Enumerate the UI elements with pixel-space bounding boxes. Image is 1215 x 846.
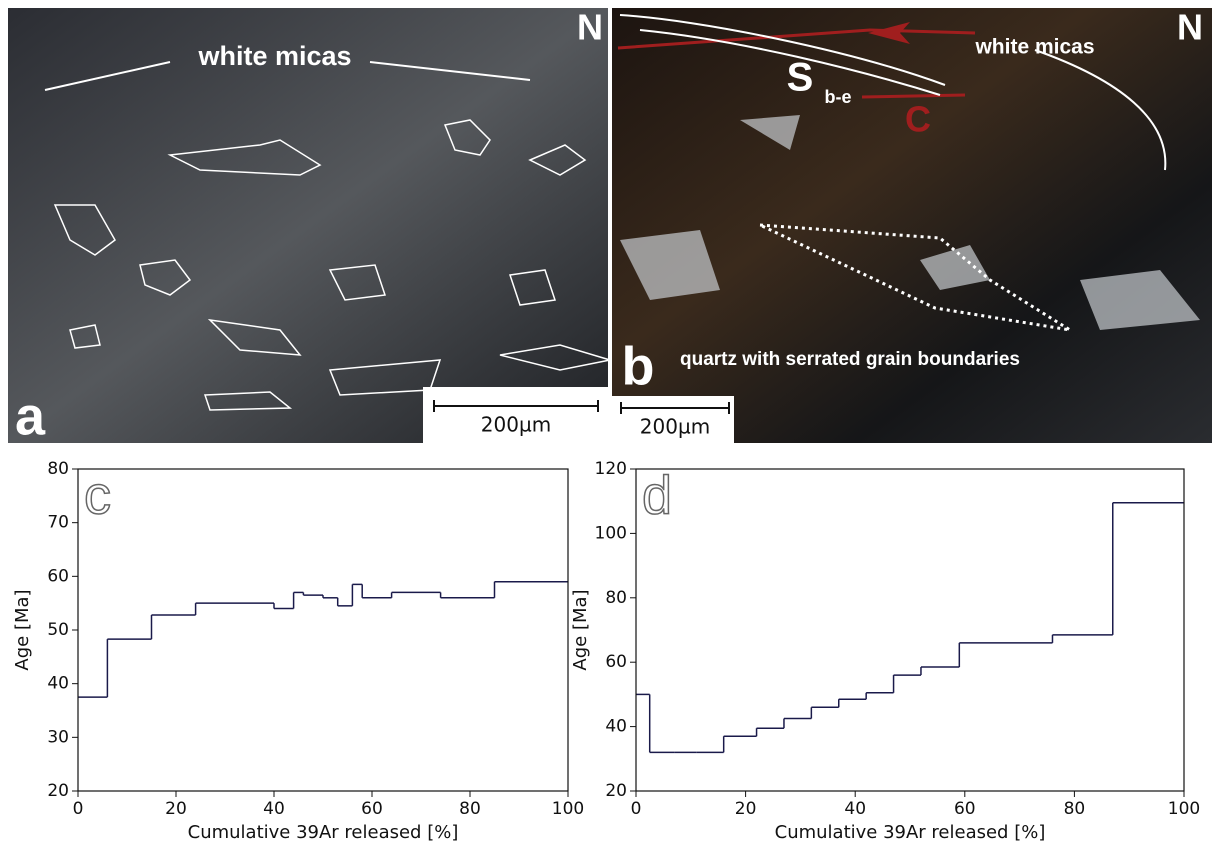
x-tick-label: 20: [735, 799, 757, 819]
figure: white micas N a 200µm white micas N S b-…: [0, 0, 1215, 846]
scale-label: 200µm: [640, 415, 710, 439]
y-tick-label: 40: [605, 717, 627, 737]
annotation: white micas: [974, 36, 1094, 59]
y-tick-label: 80: [605, 588, 627, 608]
x-tick-label: 80: [1064, 799, 1086, 819]
y-axis-label: Age [Ma]: [12, 589, 33, 670]
c-plane: [862, 95, 965, 97]
y-tick-label: 80: [47, 459, 69, 479]
x-tick-label: 40: [844, 799, 866, 819]
y-tick-label: 30: [47, 727, 69, 747]
north-label: N: [577, 7, 603, 48]
x-tick-label: 0: [631, 799, 642, 819]
x-axis-label: Cumulative 39Ar released [%]: [188, 822, 459, 843]
annotation: quartz with serrated grain boundaries: [680, 349, 1020, 370]
y-tick-label: 40: [47, 674, 69, 694]
foliation-label: S: [787, 56, 814, 100]
page: white micas N a 200µm white micas N S b-…: [0, 0, 1215, 846]
y-tick-label: 60: [605, 652, 627, 672]
x-tick-label: 60: [361, 799, 383, 819]
x-tick-label: 100: [552, 799, 584, 819]
y-tick-label: 120: [595, 459, 627, 479]
panel-letter: c: [84, 465, 111, 525]
x-tick-label: 60: [954, 799, 976, 819]
x-tick-label: 0: [73, 799, 84, 819]
scale-label: 200µm: [481, 413, 551, 437]
micrograph-a: white micas N a 200µm: [8, 7, 610, 447]
y-axis-label: Age [Ma]: [570, 589, 591, 670]
y-tick-label: 50: [47, 620, 69, 640]
micrograph-b: white micas N S b-e C quartz with serrat…: [612, 7, 1212, 443]
panel-letter: d: [642, 465, 672, 525]
x-tick-label: 40: [263, 799, 285, 819]
y-tick-label: 20: [47, 781, 69, 801]
y-tick-label: 70: [47, 513, 69, 533]
panel-letter: b: [622, 336, 655, 396]
panel-letter: a: [15, 386, 46, 446]
y-tick-label: 60: [47, 566, 69, 586]
photo: [8, 8, 608, 443]
x-tick-label: 100: [1168, 799, 1200, 819]
y-tick-label: 100: [595, 523, 627, 543]
x-tick-label: 20: [165, 799, 187, 819]
x-axis-label: Cumulative 39Ar released [%]: [775, 822, 1046, 843]
y-tick-label: 20: [605, 781, 627, 801]
foliation-subscript: b-e: [825, 87, 852, 107]
shear-label: C: [905, 99, 931, 140]
x-tick-label: 80: [459, 799, 481, 819]
north-label: N: [1177, 7, 1203, 48]
axes-frame: [636, 469, 1184, 791]
annotation: white micas: [197, 41, 351, 71]
